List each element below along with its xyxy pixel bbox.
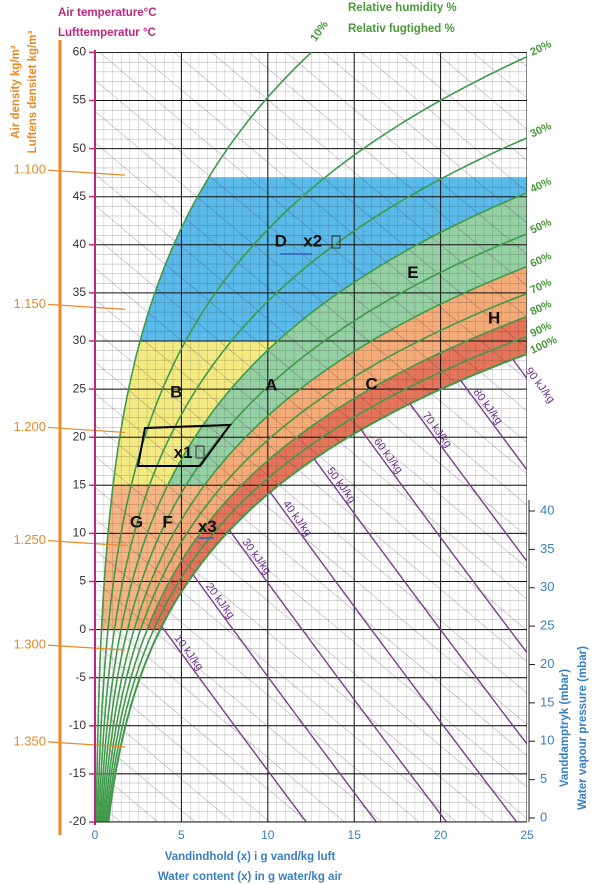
zone-label: G bbox=[130, 512, 143, 531]
y2-tick-label: 5 bbox=[540, 771, 547, 786]
enthalpy-line bbox=[409, 403, 527, 563]
rh-label: 20% bbox=[528, 38, 553, 58]
rh-curve bbox=[96, 55, 527, 822]
y-tick-label: 10 bbox=[73, 526, 87, 540]
zone-label: x3 bbox=[198, 517, 217, 536]
x-tick-label: 15 bbox=[348, 828, 362, 842]
rh-label: 10% bbox=[308, 19, 331, 44]
x-tick-label: 0 bbox=[92, 828, 99, 842]
x-tick-label: 25 bbox=[520, 828, 534, 842]
zone-label: A bbox=[265, 376, 277, 395]
rh-label: 80% bbox=[528, 298, 553, 318]
zone-label: H bbox=[488, 308, 500, 327]
rh-title: Relativ fugtighed % bbox=[348, 23, 455, 35]
x-tick-label: 10 bbox=[261, 828, 275, 842]
rh-title: Relative humidity % bbox=[348, 2, 457, 14]
enthalpy-line bbox=[360, 429, 527, 654]
rh-curve bbox=[103, 292, 527, 822]
rh-label: 40% bbox=[528, 175, 553, 195]
y2-tick-label: 15 bbox=[540, 694, 554, 709]
density-tick-label: 1.250 bbox=[13, 532, 46, 547]
enthalpy-line bbox=[161, 626, 308, 822]
y2-tick-label: 25 bbox=[540, 618, 554, 633]
y-tick-label: 35 bbox=[73, 285, 87, 299]
y-tick-label: -15 bbox=[69, 766, 87, 780]
y-title: Lufttemperatur °C bbox=[58, 27, 156, 39]
zone-label: D bbox=[275, 231, 287, 250]
glyph-box bbox=[195, 445, 205, 459]
enthalpy-line bbox=[228, 529, 448, 822]
rh-label: 30% bbox=[528, 120, 553, 140]
y-tick-label: 20 bbox=[73, 429, 87, 443]
rh-curve bbox=[99, 191, 527, 822]
glyph-box bbox=[331, 235, 341, 249]
y2-tick-label: 10 bbox=[540, 733, 554, 748]
zone-label: C bbox=[365, 375, 377, 394]
enthalpy-line bbox=[313, 458, 527, 746]
rh-curve bbox=[106, 335, 527, 822]
density-tick-label: 1.150 bbox=[13, 296, 46, 311]
enthalpy-line bbox=[192, 574, 378, 822]
rh-curve bbox=[98, 136, 527, 822]
rh-curve bbox=[104, 315, 527, 822]
y2-tick-label: 30 bbox=[540, 579, 554, 594]
density-tick-label: 1.100 bbox=[13, 162, 46, 177]
y-tick-label: 45 bbox=[73, 189, 87, 203]
rh-label: 50% bbox=[528, 216, 553, 236]
y-tick-label: -20 bbox=[69, 814, 87, 828]
enthalpy-line bbox=[460, 379, 527, 472]
y2-tick-label: 40 bbox=[540, 502, 554, 517]
rh-curve bbox=[95, 52, 312, 822]
y-tick-label: 25 bbox=[73, 381, 87, 395]
y2-title: Water vapour pressure (mbar) bbox=[577, 646, 589, 810]
zone-label: B bbox=[170, 382, 182, 401]
rh-curve bbox=[102, 265, 527, 822]
enthalpy-label: 90 kJ/kg bbox=[523, 365, 557, 405]
density-tick-label: 1.350 bbox=[13, 733, 46, 748]
x-tick-label: 20 bbox=[434, 828, 448, 842]
rh-label: 60% bbox=[528, 250, 553, 270]
y-tick-label: 15 bbox=[73, 477, 87, 491]
density-tick-label: 1.300 bbox=[13, 637, 46, 652]
density-tick-label: 1.200 bbox=[13, 419, 46, 434]
y2-tick-label: 35 bbox=[540, 541, 554, 556]
y-tick-label: -10 bbox=[69, 718, 87, 732]
density-title: Luftens densitet kg/m³ bbox=[27, 30, 39, 153]
zone-label: E bbox=[407, 263, 418, 282]
density-title: Air density kg/m³ bbox=[10, 45, 22, 138]
zone-label: x1 bbox=[174, 443, 193, 462]
rh-label: 70% bbox=[528, 276, 553, 296]
y-tick-label: 55 bbox=[73, 93, 87, 107]
zone-label: x2 bbox=[303, 231, 322, 250]
y-tick-label: 50 bbox=[73, 141, 87, 155]
x1-box bbox=[136, 423, 233, 467]
zone-label: F bbox=[162, 512, 172, 531]
y-tick-label: 40 bbox=[73, 237, 87, 251]
x-title: Vandindhold (x) i g vand/kg luft bbox=[165, 851, 336, 863]
x-title: Water content (x) in g water/kg air bbox=[158, 871, 343, 883]
y2-tick-label: 20 bbox=[540, 656, 554, 671]
y-tick-label: -5 bbox=[75, 670, 86, 684]
y-tick-label: 60 bbox=[73, 45, 87, 59]
y2-tick-label: 0 bbox=[540, 809, 547, 824]
y-tick-label: 5 bbox=[79, 574, 86, 588]
y2-title: Vanddamptryk (mbar) bbox=[559, 669, 571, 787]
enthalpy-line bbox=[269, 491, 518, 822]
y-tick-label: 30 bbox=[73, 333, 87, 347]
y-tick-label: 0 bbox=[79, 622, 86, 636]
y-title: Air temperature°C bbox=[58, 7, 157, 19]
x-tick-label: 5 bbox=[178, 828, 185, 842]
rh-curve bbox=[107, 352, 527, 822]
